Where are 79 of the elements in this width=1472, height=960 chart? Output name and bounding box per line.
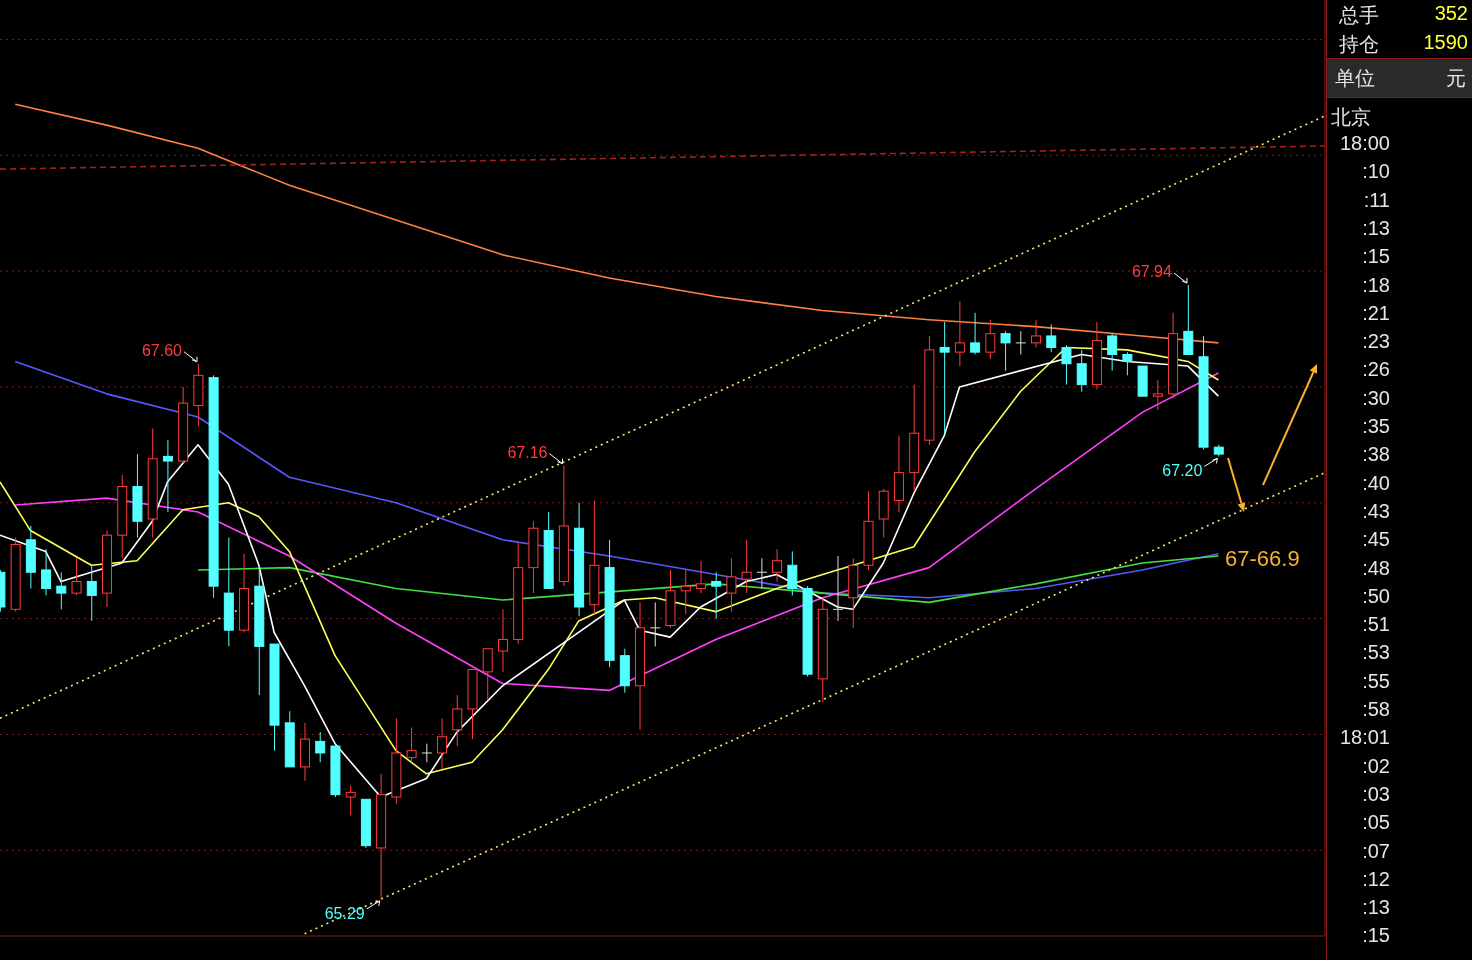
candlestick — [1031, 319, 1042, 349]
text: :21 — [1362, 301, 1390, 325]
candlestick — [315, 731, 326, 763]
text: :58 — [1362, 698, 1390, 721]
text: :05 — [1362, 811, 1390, 835]
text: :03 — [1362, 782, 1390, 806]
candlestick — [1061, 344, 1072, 386]
candlestick — [1122, 351, 1133, 376]
candlestick — [970, 312, 981, 355]
candlestick — [1183, 284, 1194, 355]
candlestick — [787, 550, 798, 596]
text: :11 — [1363, 188, 1390, 212]
text: :02 — [1362, 754, 1390, 778]
candlestick — [345, 784, 356, 817]
candlestick — [711, 571, 722, 620]
text: :18 — [1362, 273, 1390, 297]
annotation: 65.29 — [324, 904, 365, 922]
candlestick — [482, 648, 493, 701]
candlestick — [649, 601, 661, 647]
candlestick — [406, 726, 417, 763]
candlestick — [1015, 330, 1027, 355]
text: :13 — [1362, 216, 1390, 240]
text: :12 — [1362, 867, 1390, 891]
text: 元 — [1446, 66, 1466, 91]
candlestick — [497, 608, 508, 673]
candlestick — [772, 548, 783, 583]
candlestick — [939, 321, 950, 434]
candlestick — [56, 571, 67, 610]
text: :38 — [1362, 443, 1390, 467]
text: :10 — [1362, 160, 1390, 184]
text: 1590 — [1423, 31, 1468, 54]
candlestick — [695, 560, 706, 594]
candlestick — [756, 557, 768, 589]
candlestick — [1046, 323, 1057, 353]
text: :15 — [1362, 924, 1390, 948]
candlestick — [162, 439, 173, 513]
annotation: 67.94 — [1131, 262, 1173, 280]
annotation: 67.16 — [507, 443, 548, 461]
text: :23 — [1362, 330, 1390, 354]
candlestick — [832, 555, 844, 622]
candlestick — [1000, 330, 1011, 372]
candlestick — [41, 548, 52, 596]
text: :51 — [1362, 613, 1390, 637]
annotation: 67-66.9 — [1225, 546, 1300, 571]
text: 18:01 — [1339, 726, 1390, 750]
candlestick — [86, 564, 97, 622]
candlestick — [680, 569, 691, 615]
text: :35 — [1362, 415, 1390, 438]
text: :40 — [1362, 471, 1390, 495]
annotation: 67.20 — [1162, 462, 1203, 480]
text: :50 — [1362, 584, 1390, 608]
text: :15 — [1362, 245, 1390, 269]
text: :53 — [1362, 641, 1390, 665]
text: :26 — [1362, 358, 1390, 382]
text: :45 — [1362, 528, 1390, 552]
candlestick — [1107, 333, 1118, 372]
annotation: 67.60 — [141, 341, 183, 359]
candlestick — [452, 694, 463, 747]
text: 持仓 — [1339, 32, 1379, 57]
text: :48 — [1362, 556, 1390, 580]
candlestick — [1076, 349, 1087, 393]
candlestick — [1152, 379, 1163, 411]
text: :55 — [1362, 669, 1390, 693]
candlestick — [954, 300, 965, 367]
text: 352 — [1434, 2, 1468, 25]
candlestick — [726, 557, 737, 613]
text: :13 — [1362, 896, 1390, 920]
candlestick — [985, 319, 996, 360]
text: :07 — [1362, 839, 1390, 863]
text: 总手 — [1339, 3, 1379, 28]
candlestick — [741, 539, 752, 594]
candlestick — [71, 557, 82, 596]
text: 18:00 — [1339, 132, 1390, 155]
text: :43 — [1362, 499, 1390, 523]
text: 北京 — [1331, 105, 1371, 130]
candlestick — [437, 717, 448, 770]
text: 单位 — [1335, 66, 1375, 91]
candlestick — [421, 743, 433, 763]
text: :30 — [1362, 386, 1390, 410]
